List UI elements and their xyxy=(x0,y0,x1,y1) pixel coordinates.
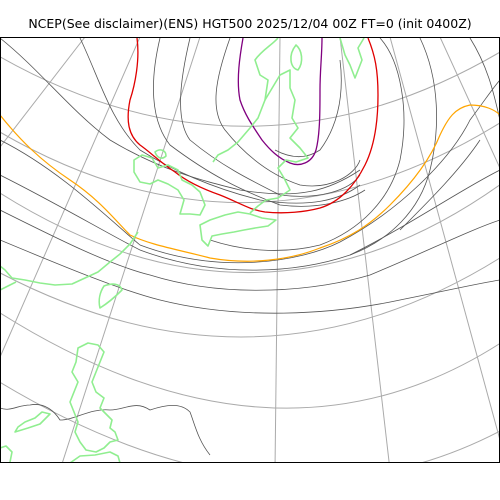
meridian-lines xyxy=(0,37,500,463)
coastlines xyxy=(0,37,365,463)
contour-red xyxy=(127,37,379,214)
map-frame xyxy=(0,37,500,463)
latitude-lines xyxy=(0,51,500,463)
map-title: NCEP(See disclaimer)(ENS) HGT500 2025/12… xyxy=(28,16,472,31)
contour-purple xyxy=(237,37,323,166)
height-contours xyxy=(0,37,500,456)
contour-orange xyxy=(0,104,500,262)
